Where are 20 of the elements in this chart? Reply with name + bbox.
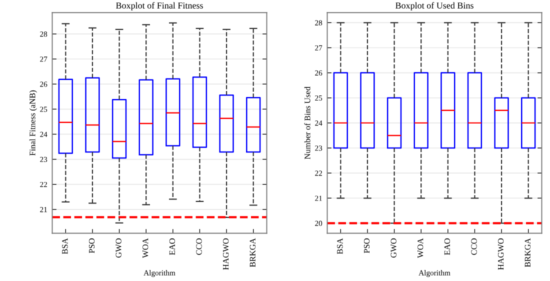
x-tick-label: GWO [390,238,396,258]
x-tick-label: GWO [116,238,122,258]
chart-title: Boxplot of Used Bins [396,2,474,10]
chart-title: Boxplot of Final Fitness [116,2,203,10]
x-tick-label: PSO [88,238,95,254]
x-tick-label: CCO [196,238,202,255]
y-axis-title: Final Fitness (aNB) [29,90,37,156]
x-tick-label: WOA [142,238,148,258]
x-tick-label: BRKGA [524,238,530,268]
x-tick-label: PSO [364,238,370,254]
x-tick-label: HAGWO [498,238,504,270]
x-tick-label: WOA [418,238,424,258]
x-tick-label: EAO [444,238,450,255]
y-axis-title: Number of Bins Used [304,86,310,160]
x-tick-label: BSA [62,238,68,254]
x-tick-label: BRKGA [250,238,256,268]
x-tick-label: BSA [337,238,343,254]
x-tick-label: EAO [169,238,175,255]
x-tick-label: HAGWO [223,238,229,270]
x-tick-label: CCO [471,238,477,255]
